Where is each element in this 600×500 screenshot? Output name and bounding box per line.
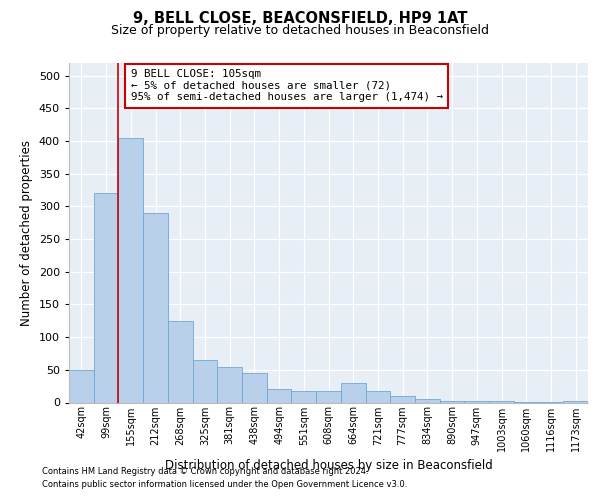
- Bar: [69, 370, 94, 402]
- Bar: [168, 321, 193, 402]
- Bar: [267, 390, 292, 402]
- Bar: [415, 399, 440, 402]
- X-axis label: Distribution of detached houses by size in Beaconsfield: Distribution of detached houses by size …: [164, 459, 493, 472]
- Bar: [292, 390, 316, 402]
- Text: Contains public sector information licensed under the Open Government Licence v3: Contains public sector information licen…: [42, 480, 407, 489]
- Text: Size of property relative to detached houses in Beaconsfield: Size of property relative to detached ho…: [111, 24, 489, 37]
- Bar: [390, 396, 415, 402]
- Bar: [489, 401, 514, 402]
- Bar: [464, 401, 489, 402]
- Bar: [193, 360, 217, 403]
- Bar: [365, 390, 390, 402]
- Bar: [118, 138, 143, 402]
- Y-axis label: Number of detached properties: Number of detached properties: [20, 140, 33, 326]
- Bar: [316, 390, 341, 402]
- Bar: [143, 213, 168, 402]
- Bar: [563, 401, 588, 402]
- Bar: [242, 373, 267, 402]
- Bar: [94, 194, 118, 402]
- Bar: [217, 366, 242, 402]
- Bar: [341, 383, 365, 402]
- Text: 9 BELL CLOSE: 105sqm
← 5% of detached houses are smaller (72)
95% of semi-detach: 9 BELL CLOSE: 105sqm ← 5% of detached ho…: [131, 69, 443, 102]
- Text: Contains HM Land Registry data © Crown copyright and database right 2024.: Contains HM Land Registry data © Crown c…: [42, 467, 368, 476]
- Bar: [440, 400, 464, 402]
- Text: 9, BELL CLOSE, BEACONSFIELD, HP9 1AT: 9, BELL CLOSE, BEACONSFIELD, HP9 1AT: [133, 11, 467, 26]
